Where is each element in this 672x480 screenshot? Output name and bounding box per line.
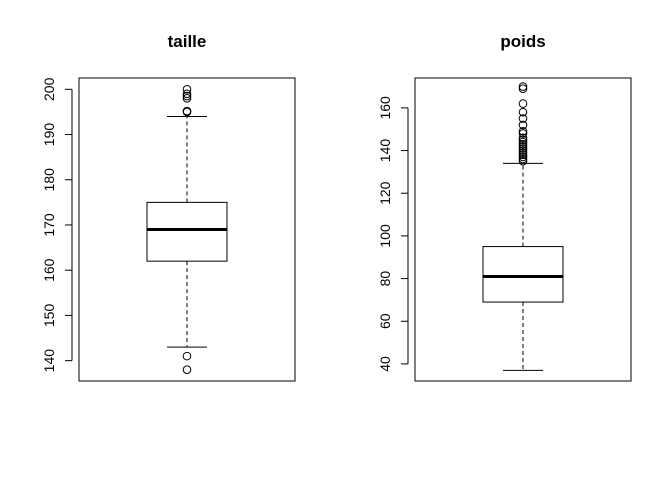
outlier-point bbox=[518, 139, 528, 149]
outlier-point bbox=[518, 148, 528, 157]
outlier-point bbox=[518, 127, 528, 136]
outlier-point bbox=[182, 351, 192, 361]
y-tick-label: 140 bbox=[41, 349, 57, 373]
outlier-point bbox=[518, 150, 528, 160]
outlier-point bbox=[182, 91, 192, 101]
y-tick-label: 140 bbox=[377, 139, 393, 163]
plot-frame bbox=[414, 77, 632, 382]
outlier-point bbox=[518, 82, 528, 91]
y-tick-label: 180 bbox=[41, 168, 57, 192]
outlier-point bbox=[518, 152, 528, 162]
interquartile-box bbox=[146, 201, 228, 262]
y-tick-label: 80 bbox=[377, 271, 393, 287]
poids-boxplot-panel: poids 40 60 80 100 120 140 160 bbox=[377, 32, 632, 382]
outlier-point bbox=[518, 146, 528, 155]
interquartile-box bbox=[482, 246, 564, 303]
outlier-point bbox=[518, 107, 528, 117]
outlier-point bbox=[518, 144, 528, 153]
outlier-point bbox=[182, 106, 192, 116]
y-tick-label: 200 bbox=[41, 77, 57, 101]
y-tick-label: 100 bbox=[377, 224, 393, 248]
y-tick-label: 60 bbox=[377, 313, 393, 329]
outlier-point bbox=[182, 89, 192, 99]
outlier-point bbox=[518, 129, 528, 138]
outlier-point bbox=[518, 154, 528, 164]
y-tick-label: 190 bbox=[41, 123, 57, 147]
outlier-point bbox=[518, 114, 528, 123]
taille-boxplot-panel: taille 140 150 160 170 180 190 200 bbox=[41, 32, 296, 382]
y-tick-label: 150 bbox=[41, 304, 57, 328]
outlier-point bbox=[182, 85, 192, 94]
chart-title: poids bbox=[500, 32, 545, 51]
y-tick-label: 160 bbox=[41, 258, 57, 282]
y-tick-label: 40 bbox=[377, 356, 393, 372]
outlier-point bbox=[182, 365, 192, 374]
chart-title: taille bbox=[168, 32, 207, 51]
outlier-point bbox=[182, 94, 192, 103]
outlier-point bbox=[518, 133, 528, 143]
y-tick-label: 120 bbox=[377, 181, 393, 205]
outlier-point bbox=[518, 156, 528, 166]
outlier-point bbox=[518, 120, 528, 130]
y-tick-label: 170 bbox=[41, 213, 57, 237]
outlier-point bbox=[518, 135, 528, 145]
plot-frame bbox=[78, 77, 296, 382]
outlier-point bbox=[518, 99, 528, 108]
outlier-point bbox=[518, 141, 528, 151]
outlier-point bbox=[518, 84, 528, 93]
outlier-point bbox=[518, 137, 528, 147]
y-tick-label: 160 bbox=[377, 96, 393, 120]
